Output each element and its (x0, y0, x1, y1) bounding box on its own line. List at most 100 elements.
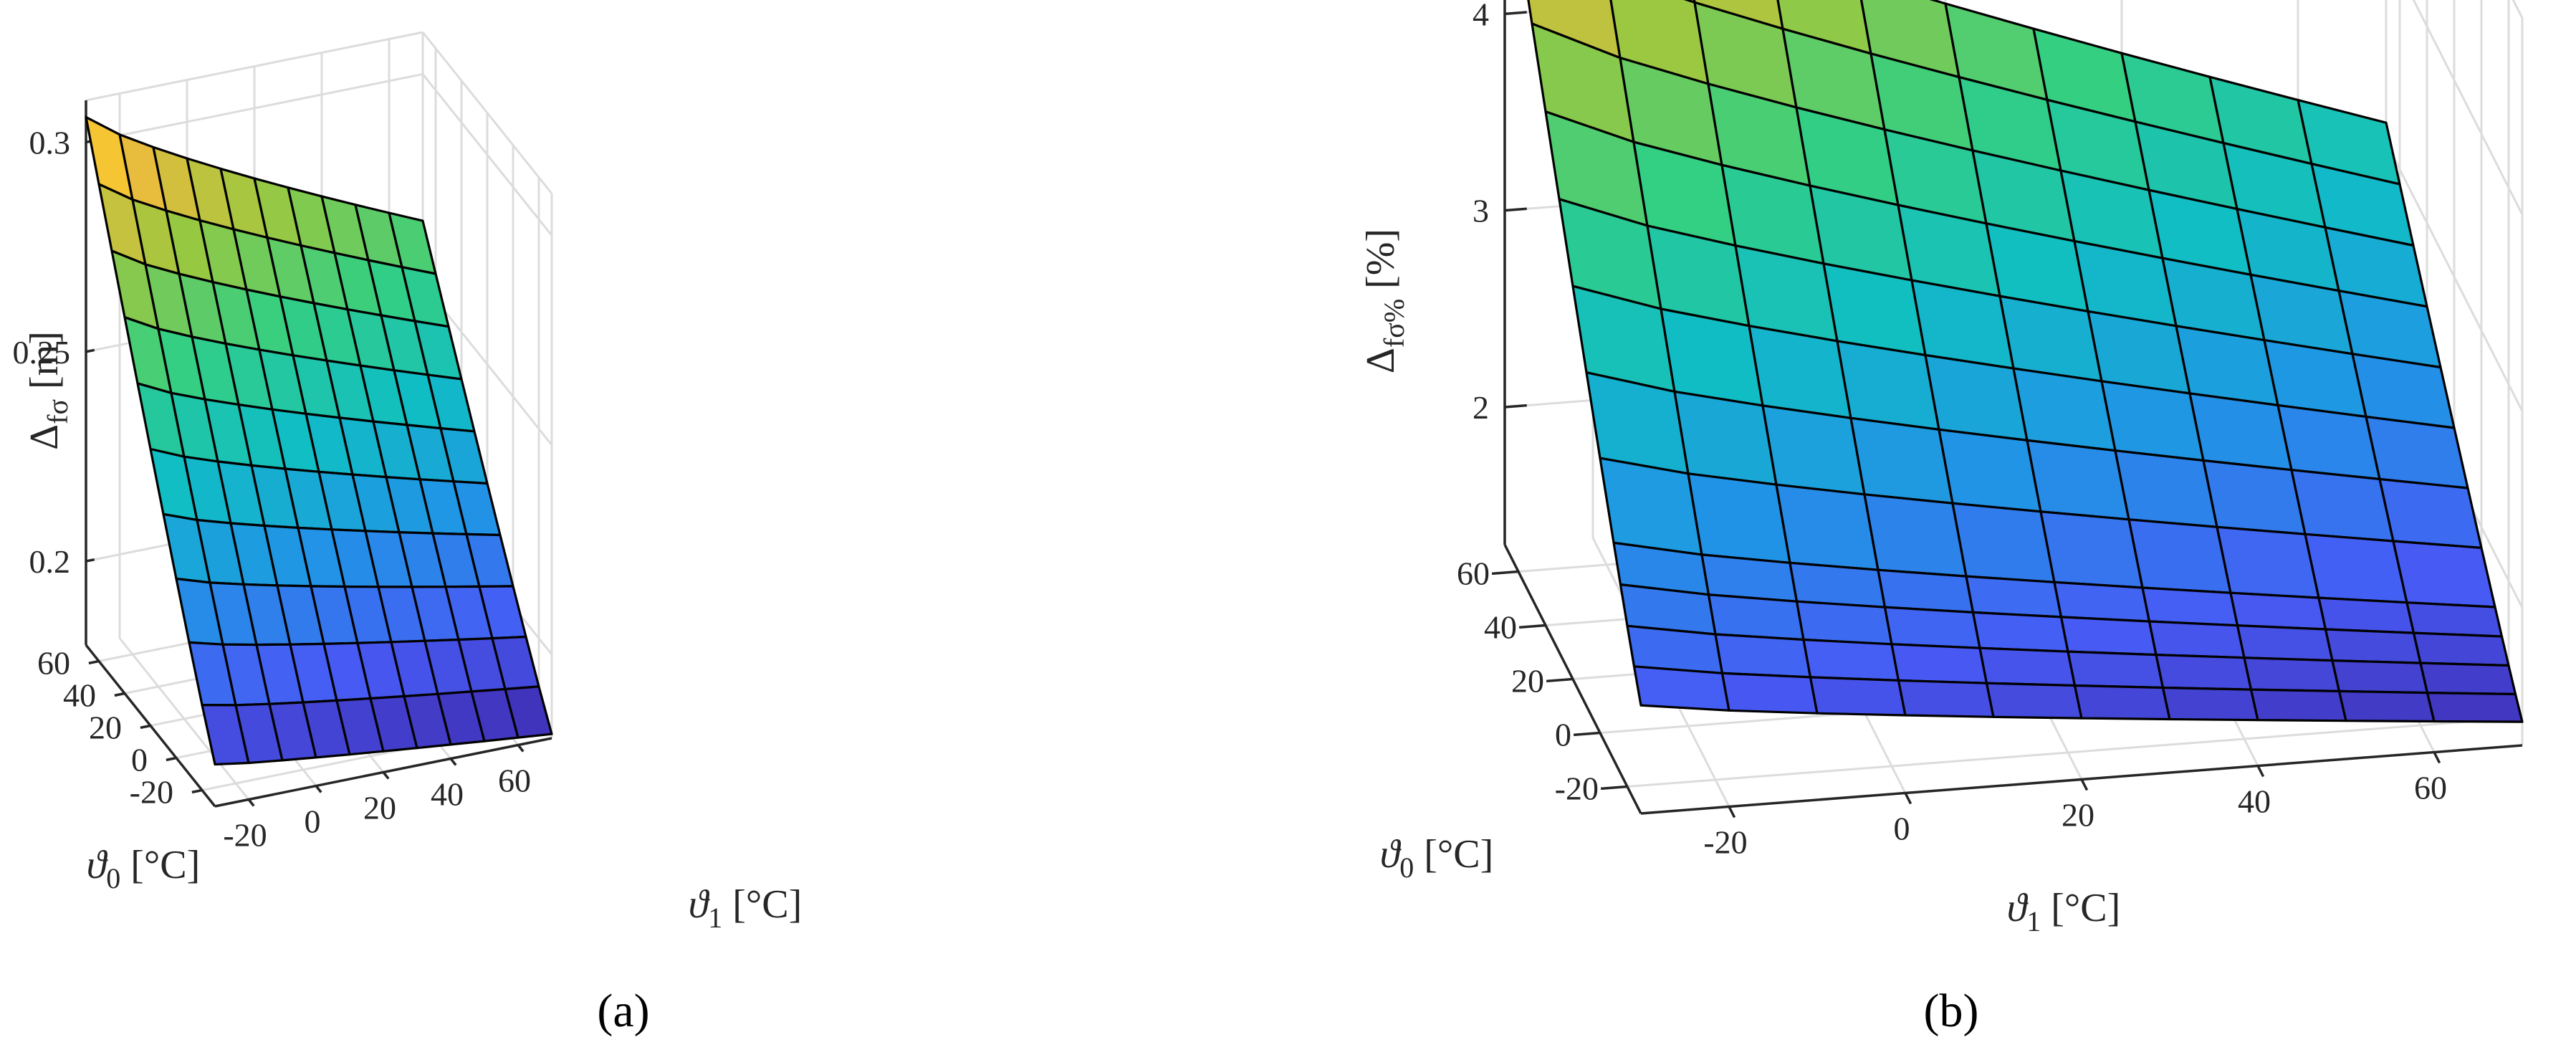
surface-cell (2012, 367, 2117, 452)
surface-cell (1707, 593, 1805, 641)
y-tick-label: 60 (1457, 555, 1490, 592)
y-tick-mark (88, 659, 100, 665)
surface-cell (2426, 691, 2524, 723)
surface-cell (1938, 428, 2042, 513)
surface-cell (1978, 646, 2077, 687)
x-tick-mark (1728, 806, 1736, 818)
surface-cell (2392, 540, 2496, 608)
surface-cell (2100, 380, 2205, 462)
surface-cell (1802, 638, 1900, 682)
z-axis-label-a: Δfσ[m] (22, 331, 74, 450)
surface-cell (1877, 568, 1975, 614)
surface-cell (1971, 611, 2069, 653)
surface-cell (1965, 575, 2063, 619)
surface-cell (1951, 502, 2056, 583)
y-tick-label: 40 (63, 677, 96, 714)
surface-cell (1720, 672, 1819, 715)
surface-cell (2337, 689, 2436, 723)
surface-cell (1673, 390, 1778, 486)
x-tick-mark (1904, 792, 1912, 805)
z-tick-mark (85, 348, 95, 353)
surface-cell (1687, 472, 1791, 564)
x-tick-mark (517, 744, 525, 753)
caption-a: (a) (597, 985, 649, 1037)
axes-a (85, 100, 552, 808)
surface-cell (2290, 469, 2395, 543)
z-tick-label: 4 (1473, 0, 1489, 32)
grid-line (421, 73, 553, 237)
surface-cell (2067, 650, 2165, 689)
surface-cell (1632, 665, 1730, 712)
z-tick-label: 0.3 (29, 124, 71, 161)
y-tick-label: -20 (130, 774, 173, 811)
y-tick-mark (114, 692, 125, 697)
surface-cell (2243, 657, 2341, 693)
x-tick-mark (2080, 778, 2089, 791)
surface-cell (504, 685, 553, 739)
grid-line (85, 31, 423, 102)
y-tick-mark (1518, 624, 1546, 629)
surface-cell (2331, 659, 2429, 694)
surface-cell (2161, 686, 2259, 722)
surface-cell (2039, 510, 2144, 589)
surface-cell (1924, 353, 2029, 442)
z-tick-label: 0.25 (13, 334, 71, 371)
x-tick-label: 20 (2062, 797, 2094, 834)
z-tick-mark (1504, 207, 1527, 212)
x-tick-mark (2256, 765, 2265, 778)
surface-cell (1795, 600, 1893, 646)
surface-cell (2304, 533, 2408, 604)
surface-cell (1761, 404, 1866, 496)
y-tick-label: 60 (37, 645, 70, 682)
surface-cell (2141, 586, 2239, 627)
y-tick-mark (1573, 731, 1601, 737)
x-tick-mark (449, 758, 457, 766)
surface-cell (1890, 643, 1988, 684)
surface-cell (2229, 591, 2327, 631)
grid-line (1627, 717, 2509, 788)
surface-cell (1985, 682, 2083, 720)
y-tick-label: 20 (1511, 663, 1544, 700)
surface-cell (2148, 620, 2246, 659)
z-tick-mark (1504, 11, 1527, 16)
x-tick-mark (315, 785, 322, 793)
surface-cell (1809, 676, 1907, 717)
surface-cell (2114, 449, 2218, 528)
x-tick-label: 0 (305, 803, 321, 840)
surface-cell (1849, 416, 1954, 505)
x-tick-label: 40 (431, 776, 464, 813)
surface-cell (1789, 561, 1887, 608)
surface-cell (1714, 633, 1812, 679)
x-tick-label: 40 (2238, 783, 2271, 820)
surface-cell (1836, 340, 1940, 431)
z-tick-label: 0.2 (29, 543, 71, 580)
y-tick-label: 0 (1555, 717, 1571, 753)
y-tick-label: -20 (1555, 770, 1599, 807)
x-tick-label: 0 (1894, 811, 1910, 847)
caption-b: (b) (1924, 985, 1979, 1037)
surface-cell (2216, 525, 2320, 599)
surface-cell (2317, 596, 2415, 634)
surface-cell (2059, 616, 2158, 657)
z-tick-label: 2 (1473, 389, 1489, 426)
x-tick-label: 60 (2414, 770, 2447, 806)
z-tick-mark (85, 558, 95, 563)
surface-b (1527, 0, 2524, 723)
x-tick-mark (247, 798, 255, 807)
y-tick-mark (191, 788, 203, 794)
y-tick-label: 40 (1484, 609, 1517, 646)
x-tick-label: 20 (363, 790, 396, 826)
surface-cell (2202, 459, 2307, 535)
grid-line (421, 32, 553, 194)
surface-cell (1863, 493, 1968, 578)
surface-cell (1897, 679, 1995, 718)
surface-cell (2073, 684, 2171, 721)
y-tick-mark (1600, 785, 1628, 791)
x-axis-label-a: ϑ1 [°C] (689, 882, 803, 934)
surface-cell (2324, 628, 2422, 664)
z-axis-label-b: Δfσ%[%] (1359, 229, 1410, 373)
